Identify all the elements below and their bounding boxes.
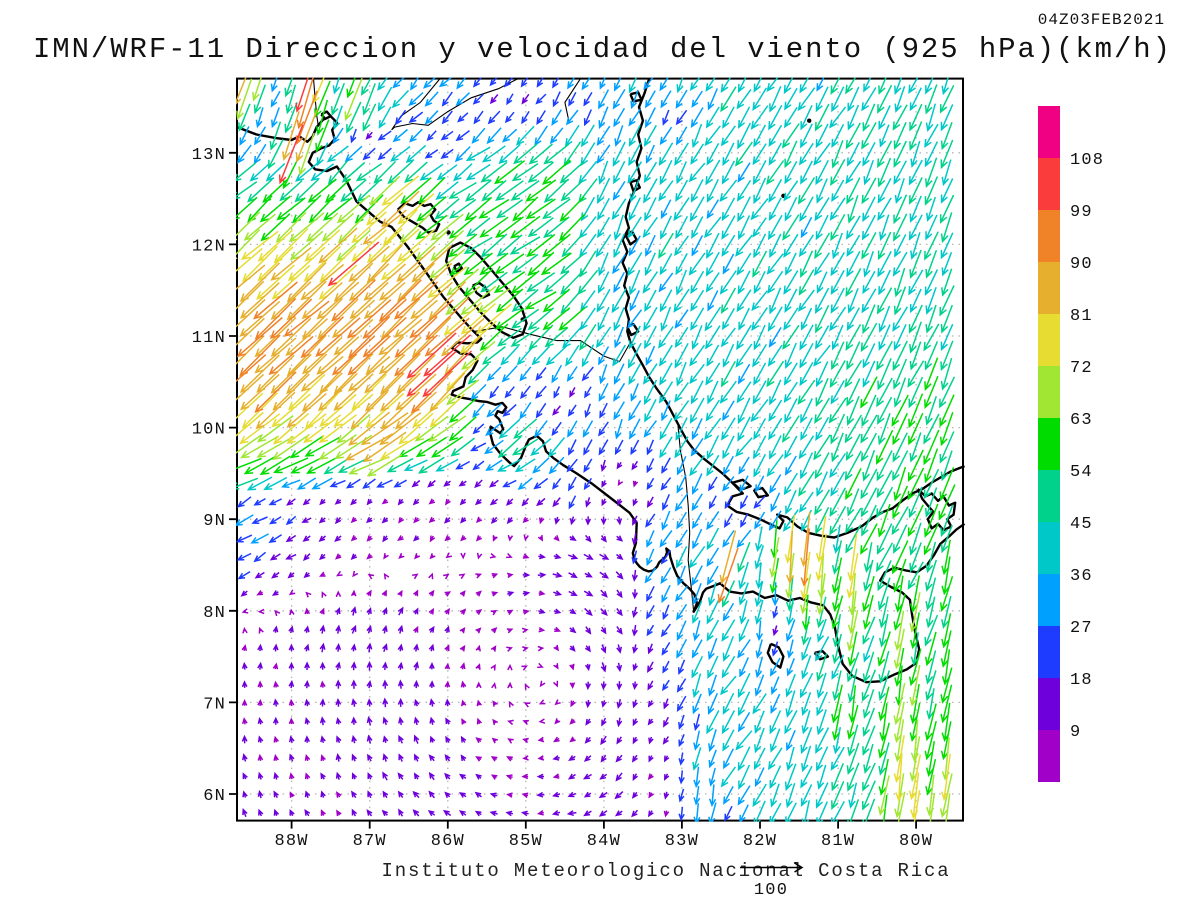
svg-text:80W: 80W — [899, 832, 933, 851]
svg-text:72: 72 — [1070, 359, 1093, 378]
svg-text:12N: 12N — [192, 237, 226, 256]
svg-text:7N: 7N — [203, 695, 226, 714]
svg-text:90: 90 — [1070, 255, 1093, 274]
svg-text:04Z03FEB2021: 04Z03FEB2021 — [1038, 11, 1165, 29]
svg-text:83W: 83W — [665, 832, 699, 851]
svg-text:84W: 84W — [587, 832, 621, 851]
svg-text:11N: 11N — [192, 329, 226, 348]
svg-text:6N: 6N — [203, 787, 226, 806]
svg-text:86W: 86W — [431, 832, 465, 851]
svg-text:27: 27 — [1070, 619, 1093, 638]
svg-text:81W: 81W — [821, 832, 855, 851]
svg-text:13N: 13N — [192, 146, 226, 165]
svg-text:36: 36 — [1070, 567, 1093, 586]
svg-text:9N: 9N — [203, 512, 226, 531]
svg-text:10N: 10N — [192, 421, 226, 440]
svg-text:54: 54 — [1070, 463, 1093, 482]
svg-text:108: 108 — [1070, 151, 1104, 170]
svg-text:8N: 8N — [203, 604, 226, 623]
svg-text:IMN/WRF-11 Direccion y velocid: IMN/WRF-11 Direccion y velocidad del vie… — [33, 33, 1172, 66]
svg-text:81: 81 — [1070, 307, 1093, 326]
svg-text:82W: 82W — [743, 832, 777, 851]
svg-text:99: 99 — [1070, 203, 1093, 222]
svg-text:85W: 85W — [509, 832, 543, 851]
svg-text:87W: 87W — [353, 832, 387, 851]
svg-text:63: 63 — [1070, 411, 1093, 430]
svg-text:18: 18 — [1070, 671, 1093, 690]
svg-text:100: 100 — [754, 881, 788, 900]
svg-text:45: 45 — [1070, 515, 1093, 534]
svg-text:9: 9 — [1070, 723, 1081, 742]
svg-text:88W: 88W — [274, 832, 308, 851]
svg-text:Instituto Meteorologico Nacion: Instituto Meteorologico Nacional Costa R… — [382, 860, 951, 882]
